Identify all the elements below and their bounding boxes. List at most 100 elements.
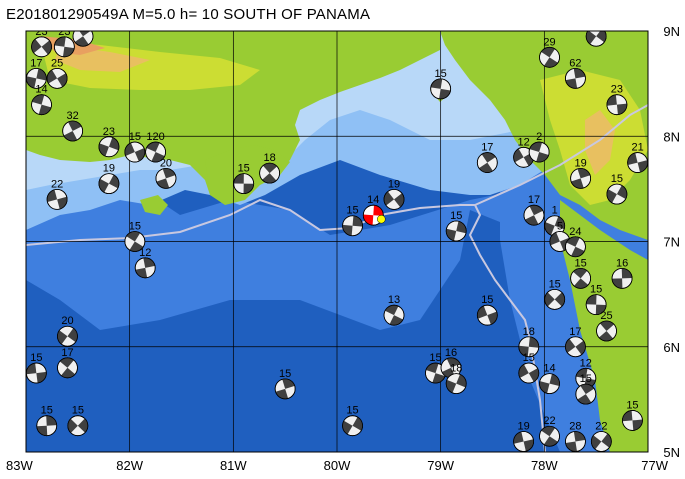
lon-tick-label: 78W bbox=[531, 458, 558, 473]
epicenter-marker bbox=[377, 214, 386, 224]
focal-mechanism: 23 bbox=[606, 84, 628, 116]
focal-mechanism: 23 bbox=[53, 26, 75, 58]
focal-mechanism: 17 bbox=[523, 194, 545, 226]
mechanism-depth-label: 18 bbox=[450, 363, 462, 375]
mechanism-depth-label: 24 bbox=[569, 226, 581, 238]
mechanism-depth-label: 15 bbox=[72, 405, 84, 417]
mechanism-depth-label: 15 bbox=[279, 368, 291, 380]
plate-boundary-north bbox=[26, 198, 546, 452]
focal-mechanism: 15 bbox=[124, 131, 146, 163]
focal-mechanism: 15 bbox=[544, 278, 566, 310]
focal-mechanism: 60 bbox=[585, 15, 607, 47]
mechanism-depth-label: 17 bbox=[481, 142, 493, 154]
mechanism-depth-label: 25 bbox=[600, 310, 612, 322]
mechanism-depth-label: 15 bbox=[435, 68, 447, 80]
mechanism-depth-label: 23 bbox=[103, 126, 115, 138]
focal-mechanism: 22 bbox=[46, 178, 68, 210]
lat-tick-label: 9N bbox=[663, 24, 680, 39]
focal-mechanism: 15 bbox=[425, 352, 446, 384]
mechanism-depth-label: 23 bbox=[58, 26, 70, 38]
lat-tick-label: 6N bbox=[663, 340, 680, 355]
focal-mechanism: 15 bbox=[476, 294, 498, 326]
mechanism-depth-label: 19 bbox=[517, 420, 529, 432]
mechanism-depth-label: 17 bbox=[30, 57, 42, 69]
focal-mechanism: 17 bbox=[57, 347, 78, 379]
mechanism-depth-label: 19 bbox=[574, 157, 586, 169]
focal-mechanism: 25 bbox=[46, 57, 68, 89]
focal-mechanism: 15 bbox=[274, 368, 296, 400]
focal-mechanism: 62 bbox=[565, 57, 586, 89]
focal-mechanism: 5 bbox=[549, 221, 571, 252]
focal-mechanism: 15 bbox=[445, 210, 467, 242]
focal-mechanism: 19 bbox=[513, 420, 534, 452]
lat-tick-label: 8N bbox=[663, 129, 680, 144]
mechanism-depth-label: 25 bbox=[51, 57, 63, 69]
focal-mechanism: 18 bbox=[259, 152, 281, 184]
mechanism-depth-label: 13 bbox=[388, 294, 400, 306]
mechanism-depth-label: 15 bbox=[429, 352, 441, 364]
mechanism-depth-label: 15 bbox=[30, 352, 42, 364]
focal-mechanism: 14 bbox=[31, 84, 52, 116]
mechanism-depth-label: 15 bbox=[346, 405, 358, 417]
focal-mechanism: 12 bbox=[134, 247, 156, 279]
focal-mechanism: 15 bbox=[570, 257, 592, 289]
focal-mechanism: 1 bbox=[544, 205, 566, 237]
focal-mechanism: 2 bbox=[528, 131, 550, 163]
axis-ticks: 83W 82W 81W 80W 79W 78W 77W 9N 8N 7N 6N 5N bbox=[6, 24, 680, 473]
highland-east bbox=[585, 110, 615, 175]
focal-mechanism: 20 bbox=[155, 157, 177, 189]
focal-mechanism: 18 bbox=[445, 363, 467, 394]
focal-mechanism: 12 bbox=[513, 136, 534, 168]
mechanism-depth-label: 15 bbox=[238, 163, 250, 175]
mechanism-depth-label: 15 bbox=[129, 131, 141, 143]
mechanism-depth-label: 29 bbox=[543, 36, 555, 48]
lon-tick-label: 81W bbox=[220, 458, 247, 473]
mechanism-depth-label: 18 bbox=[263, 152, 275, 164]
focal-mechanism: 15 bbox=[124, 221, 146, 252]
mechanism-depth-label: 19 bbox=[388, 178, 400, 190]
main-event: 14 bbox=[362, 194, 386, 226]
mechanism-depth-label: 20 bbox=[77, 15, 89, 27]
mechanism-depth-label: 15 bbox=[580, 373, 592, 385]
focal-mechanism: 15 bbox=[233, 163, 255, 195]
lat-tick-label: 5N bbox=[663, 445, 680, 460]
mechanism-depth-label: 23 bbox=[611, 84, 623, 96]
lon-tick-label: 83W bbox=[6, 458, 33, 473]
mechanism-depth-label: 60 bbox=[590, 15, 602, 27]
mechanism-depth-label: 15 bbox=[481, 294, 493, 306]
mechanism-depth-label: 16 bbox=[616, 257, 628, 269]
lon-tick-label: 82W bbox=[116, 458, 143, 473]
mechanism-depth-label: 62 bbox=[569, 57, 581, 69]
lon-tick-label: 79W bbox=[427, 458, 454, 473]
focal-mechanism: 15 bbox=[518, 352, 540, 384]
mechanism-depth-label: 32 bbox=[67, 110, 79, 122]
focal-mechanism: 21 bbox=[627, 142, 648, 173]
mechanism-depth-label: 14 bbox=[35, 84, 47, 96]
mechanism-depth-label: 17 bbox=[569, 326, 581, 338]
focal-mechanism: 15 bbox=[622, 399, 643, 431]
focal-mechanism: 15 bbox=[606, 173, 628, 205]
focal-mechanism: 20 bbox=[57, 315, 78, 347]
focal-mechanism: 24 bbox=[565, 226, 586, 258]
focal-mechanism: 22 bbox=[590, 420, 612, 452]
focal-mechanism: 15 bbox=[585, 284, 607, 316]
focal-mechanism: 120 bbox=[145, 131, 166, 163]
focal-mechanism: 16 bbox=[611, 257, 633, 289]
main-event-label: 14 bbox=[367, 194, 379, 206]
mechanism-depth-label: 12 bbox=[517, 136, 529, 148]
mechanism-depth-label: 15 bbox=[450, 210, 462, 222]
focal-mechanism: 15 bbox=[575, 373, 597, 405]
mechanism-depth-label: 1 bbox=[552, 205, 558, 217]
mechanism-depth-label: 16 bbox=[445, 347, 457, 359]
mechanism-depth-label: 15 bbox=[611, 173, 623, 185]
focal-mechanism: 15 bbox=[67, 405, 89, 437]
focal-mechanism: 28 bbox=[565, 420, 586, 452]
mechanism-depth-label: 15 bbox=[574, 257, 586, 269]
mechanism-depth-label: 22 bbox=[543, 415, 555, 427]
focal-mechanism: 23 bbox=[98, 126, 120, 158]
mechanism-depth-label: 17 bbox=[528, 194, 540, 206]
focal-mechanism: 22 bbox=[539, 415, 560, 447]
mechanism-depth-label: 5 bbox=[557, 221, 563, 233]
focal-mechanism: 25 bbox=[596, 310, 617, 342]
